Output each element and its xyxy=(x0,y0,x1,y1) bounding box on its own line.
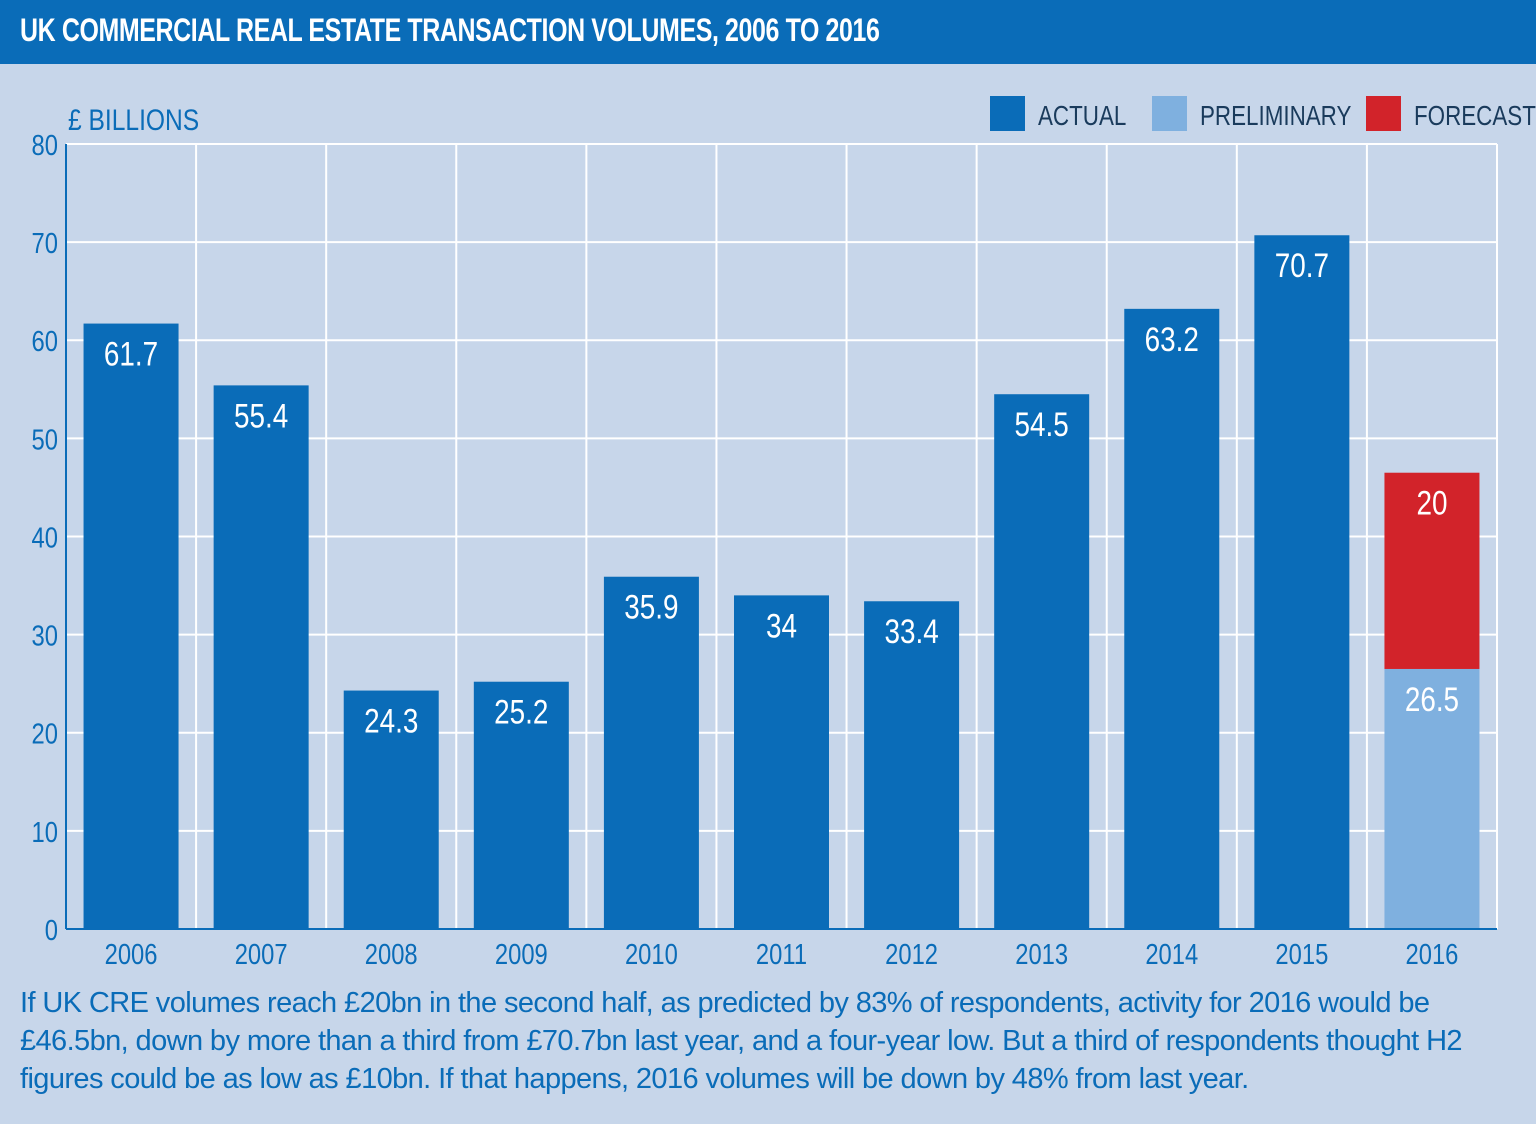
y-axis-label: £ BILLIONS xyxy=(68,103,199,137)
bars: 61.7 55.4 24.3 25.2 35.9 34 33.4 54.5 63.2 70.7 26… xyxy=(83,235,1480,930)
chart-title: UK COMMERCIAL REAL ESTATE TRANSACTION VO… xyxy=(20,12,880,48)
bar-actual-2006 xyxy=(83,323,179,930)
bar-actual-2009 xyxy=(473,681,569,929)
y-tick-label-70: 70 xyxy=(32,227,58,260)
legend-label-forecast: FORECAST xyxy=(1414,101,1536,132)
bar-forecast-2016 xyxy=(1384,472,1480,669)
legend-label-actual: ACTUAL xyxy=(1038,101,1126,132)
x-tick-label-2013: 2013 xyxy=(1015,938,1068,971)
axes: 2006 2007 2008 2009 2010 2011 2012 2013 2014 2015… xyxy=(32,129,1497,971)
y-tick-label-80: 80 xyxy=(32,129,58,162)
bar-actual-2008 xyxy=(343,690,439,929)
grid-lines xyxy=(65,143,1498,929)
bar-actual-2012 xyxy=(864,601,960,929)
x-tick-label-2014: 2014 xyxy=(1145,938,1198,971)
y-tick-label-40: 40 xyxy=(32,521,58,554)
x-tick-label-2008: 2008 xyxy=(365,938,418,971)
chart-header: UK COMMERCIAL REAL ESTATE TRANSACTION VO… xyxy=(0,0,1536,64)
legend-swatch-forecast xyxy=(1366,96,1401,131)
y-tick-label-10: 10 xyxy=(32,816,58,849)
chart-caption: If UK CRE volumes reach £20bn in the sec… xyxy=(20,987,1463,1095)
x-tick-label-2015: 2015 xyxy=(1275,938,1328,971)
data-label-2016-forecast: 20 xyxy=(1416,484,1447,522)
x-tick-label-2016: 2016 xyxy=(1406,938,1459,971)
bar-chart: 61.7 55.4 24.3 25.2 35.9 34 33.4 54.5 63.2 70.7 26… xyxy=(32,96,1536,971)
y-tick-label-20: 20 xyxy=(32,718,58,751)
y-tick-label-50: 50 xyxy=(32,423,58,456)
data-label-2012: 33.4 xyxy=(884,613,938,651)
x-tick-label-2012: 2012 xyxy=(885,938,938,971)
x-tick-label-2006: 2006 xyxy=(105,938,158,971)
data-label-2011: 34 xyxy=(766,607,797,645)
legend-label-preliminary: PRELIMINARY xyxy=(1200,101,1351,132)
data-label-2016-preliminary: 26.5 xyxy=(1405,680,1459,718)
bar-actual-2010 xyxy=(603,576,699,929)
legend: ACTUAL PRELIMINARY FORECAST xyxy=(990,96,1536,132)
bar-actual-2014 xyxy=(1124,308,1220,930)
bar-actual-2011 xyxy=(734,595,829,929)
data-label-2010: 35.9 xyxy=(624,588,678,626)
x-tick-label-2007: 2007 xyxy=(235,938,288,971)
legend-swatch-preliminary xyxy=(1152,96,1187,131)
y-tick-label-0: 0 xyxy=(45,914,58,947)
data-label-2009: 25.2 xyxy=(494,693,548,731)
y-tick-label-30: 30 xyxy=(32,619,58,652)
x-tick-label-2010: 2010 xyxy=(625,938,678,971)
bar-actual-2007 xyxy=(213,385,309,929)
x-tick-label-2009: 2009 xyxy=(495,938,548,971)
x-tick-label-2011: 2011 xyxy=(756,938,807,971)
bar-actual-2013 xyxy=(994,394,1090,929)
data-label-2008: 24.3 xyxy=(364,702,418,740)
legend-swatch-actual xyxy=(990,96,1025,131)
data-label-2006: 61.7 xyxy=(104,335,158,373)
data-label-2014: 63.2 xyxy=(1145,320,1199,358)
data-label-2015: 70.7 xyxy=(1275,247,1329,285)
bar-preliminary-2016 xyxy=(1384,668,1480,929)
data-label-2007: 55.4 xyxy=(234,397,288,435)
data-label-2013: 54.5 xyxy=(1015,406,1069,444)
y-tick-label-60: 60 xyxy=(32,325,58,358)
bar-actual-2015 xyxy=(1254,235,1350,930)
